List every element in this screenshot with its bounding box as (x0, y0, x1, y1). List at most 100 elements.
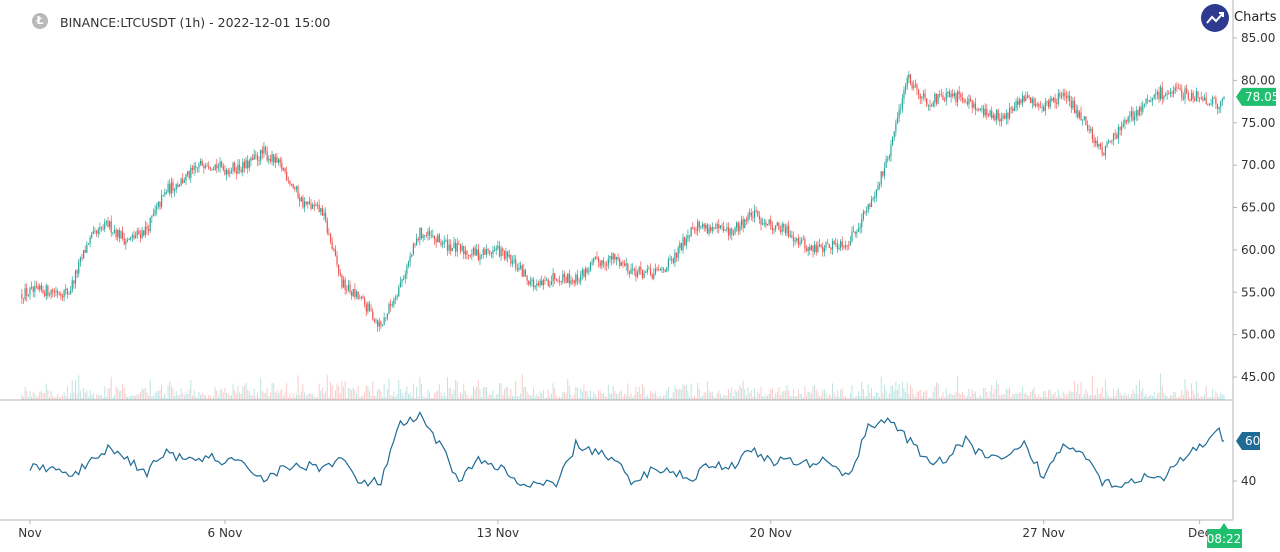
volume-bar (986, 392, 988, 400)
volume-bar (146, 392, 148, 400)
volume-bar (161, 384, 163, 400)
candle-body (505, 251, 507, 259)
candle-body (943, 99, 946, 101)
candle-body (1008, 107, 1011, 119)
candle-body (614, 253, 616, 260)
candle-body (775, 225, 777, 230)
volume-bar (201, 392, 203, 400)
candle-body (578, 281, 580, 282)
volume-bar (63, 392, 65, 400)
volume-bar (81, 397, 83, 400)
volume-bar (1095, 394, 1097, 400)
volume-bar (789, 396, 791, 400)
candle-body (333, 248, 335, 250)
volume-bar (1039, 397, 1041, 400)
volume-bar (823, 389, 825, 400)
volume-bar (724, 395, 726, 400)
volume-bar (87, 397, 89, 400)
volume-bar (728, 389, 730, 400)
candle-body (375, 320, 377, 322)
candle-body (994, 115, 996, 121)
volume-bar (446, 376, 448, 400)
volume-bar (958, 393, 960, 400)
volume-bar (1030, 391, 1032, 400)
candle-body (1212, 97, 1214, 104)
volume-bar (172, 388, 174, 400)
volume-bar (648, 397, 650, 400)
volume-bar (736, 391, 738, 400)
candle-body (365, 304, 367, 312)
volume-bar (180, 388, 182, 400)
candle-body (323, 212, 325, 216)
volume-bar (698, 389, 700, 400)
candle-body (1052, 97, 1055, 101)
candle-body (125, 241, 127, 245)
volume-bar (50, 390, 52, 400)
candle-body (859, 227, 861, 229)
candle-body (991, 110, 993, 118)
candle-body (191, 167, 194, 170)
volume-bar (708, 390, 710, 400)
volume-bar (117, 388, 119, 400)
volume-bar (260, 378, 262, 400)
candle-body (792, 237, 795, 242)
candle-body (632, 268, 634, 270)
volume-bar (1208, 397, 1210, 400)
volume-bar (92, 393, 94, 400)
volume-bar (1083, 394, 1085, 400)
candle-body (79, 257, 81, 263)
volume-bar (604, 396, 606, 400)
volume-bar (315, 397, 317, 400)
candle-body (862, 211, 864, 219)
candle-body (445, 240, 447, 242)
volume-bar (1176, 397, 1178, 400)
rsi-value-tag-bg (1236, 432, 1260, 450)
volume-bar (344, 380, 346, 400)
volume-bar (74, 380, 76, 400)
volume-bar (989, 391, 991, 400)
candle-body (206, 165, 208, 167)
candle-body (723, 226, 725, 231)
candle-body (796, 238, 798, 241)
volume-bar (406, 386, 408, 400)
candle-body (643, 272, 645, 278)
volume-bar (494, 397, 496, 400)
trending-up-icon[interactable] (1201, 4, 1229, 32)
candle-body (279, 159, 281, 163)
volume-bar (78, 375, 80, 400)
volume-bar (464, 391, 466, 400)
volume-bar (794, 396, 796, 400)
candle-body (567, 273, 569, 283)
candle-body (1007, 113, 1009, 119)
volume-bar (1134, 393, 1136, 400)
volume-bar (94, 397, 96, 400)
candle-body (211, 168, 213, 170)
candle-body (193, 165, 195, 170)
candle-body (857, 228, 860, 232)
volume-bar (768, 393, 770, 400)
volume-bar (1186, 389, 1188, 400)
volume-bar (96, 394, 98, 400)
candle-body (92, 231, 94, 235)
volume-bar (822, 390, 824, 400)
candle-body (507, 251, 509, 257)
candle-body (1124, 120, 1126, 124)
candle-body (1064, 92, 1066, 96)
candle-body (685, 238, 687, 246)
candle-body (73, 280, 75, 284)
volume-bar (812, 386, 814, 400)
candle-body (510, 254, 512, 264)
candle-body (271, 154, 273, 162)
volume-bar (112, 397, 114, 400)
candle-body (853, 231, 855, 233)
volume-bar (1210, 396, 1212, 400)
candle-body (456, 243, 458, 252)
candle-body (1069, 95, 1071, 102)
volume-bar (243, 386, 245, 400)
volume-bar (559, 396, 561, 400)
candle-body (588, 271, 590, 273)
candle-body (89, 237, 91, 244)
candle-body (468, 254, 470, 256)
candle-body (232, 162, 234, 171)
